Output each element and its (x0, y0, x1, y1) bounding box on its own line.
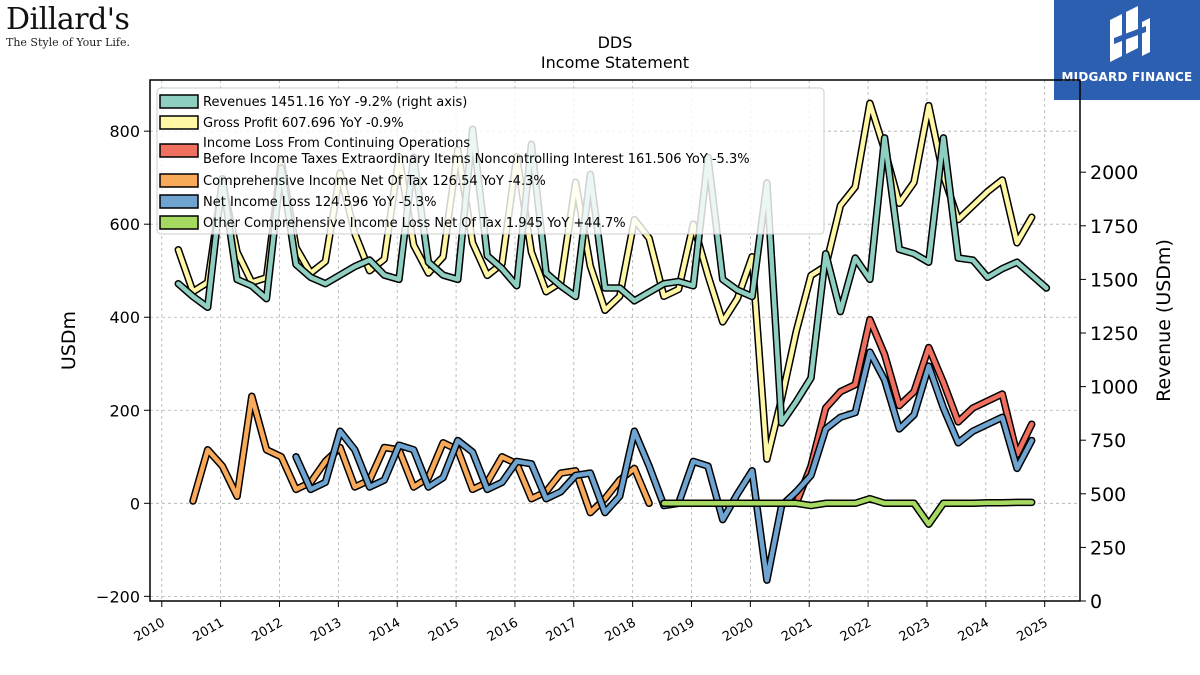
legend-label: Other Comprehensive Income Loss Net Of T… (203, 216, 626, 231)
x-tick-label: 2016 (485, 615, 521, 645)
legend-item: Income Loss From Continuing OperationsBe… (159, 136, 750, 167)
midgard-finance-logo: MIDGARD FINANCE (1054, 0, 1200, 100)
x-tick-label: 2017 (544, 615, 580, 645)
x-tick-label: 2024 (956, 615, 992, 645)
y-tick-label: 0 (130, 494, 140, 513)
x-tick-label: 2014 (367, 615, 403, 645)
x-tick-label: 2015 (426, 615, 462, 645)
y-tick-label: 200 (109, 401, 140, 420)
series-line (190, 394, 652, 515)
series-5 (660, 494, 1036, 528)
x-tick-label: 2020 (720, 615, 756, 645)
legend-swatch (159, 215, 199, 230)
legend-swatch (159, 143, 199, 158)
y-axis-label: USDm (58, 311, 80, 370)
x-tick-label: 2013 (308, 615, 344, 645)
series-2 (792, 315, 1036, 508)
y-tick-label: 800 (109, 122, 140, 141)
x-tick-label: 2021 (779, 615, 815, 645)
x-tick-label: 2012 (249, 615, 285, 645)
y-right-tick-label: 1500 (1090, 269, 1138, 291)
legend-box (156, 87, 825, 235)
dillards-logo: Dillard's The Style of Your Life. (6, 2, 146, 50)
dillards-logo-tagline: The Style of Your Life. (6, 36, 130, 49)
chart-subtitle: Income Statement (541, 53, 689, 72)
series-line-outline (189, 392, 653, 517)
legend-label: Net Income Loss 124.596 YoY -5.3% (203, 195, 436, 210)
series-layer (174, 99, 1051, 584)
x-tick-label: 2019 (661, 615, 697, 645)
series-line (661, 496, 1034, 527)
legend-swatch (159, 173, 199, 188)
legend-item: Other Comprehensive Income Loss Net Of T… (159, 215, 626, 231)
legend-swatch (159, 194, 199, 209)
plot-frame (149, 79, 1081, 602)
legend-label: Comprehensive Income Net Of Tax 126.54 Y… (203, 174, 546, 189)
legend: Revenues 1451.16 YoY -9.2% (right axis) G… (156, 87, 825, 235)
y-tick-label: 400 (109, 308, 140, 327)
legend-label: Income Loss From Continuing Operations (203, 136, 470, 151)
x-tick-label: 2023 (897, 615, 933, 645)
y-right-tick-label: 1250 (1090, 323, 1138, 345)
x-tick-label: 2010 (132, 615, 168, 645)
legend-swatch (159, 115, 199, 130)
y-right-tick-label: 2000 (1090, 162, 1138, 184)
legend-item: Gross Profit 607.696 YoY -0.9% (159, 115, 404, 131)
series-0 (174, 125, 1051, 427)
dillards-logo-name: Dillard's (6, 2, 130, 37)
y-tick-label: −200 (96, 587, 140, 606)
y-right-tick-label: 1000 (1090, 377, 1138, 399)
legend-label: Gross Profit 607.696 YoY -0.9% (203, 116, 404, 131)
x-tick-label: 2022 (838, 615, 874, 645)
legend-swatch (159, 94, 199, 109)
midgard-logo-icon (1110, 6, 1150, 62)
y-right-tick-label: 500 (1090, 484, 1126, 506)
legend-item: Revenues 1451.16 YoY -9.2% (right axis) (159, 94, 467, 110)
legend-label: Before Income Taxes Extraordinary Items … (203, 152, 750, 167)
y-tick-label: 600 (109, 215, 140, 234)
legend-item: Net Income Loss 124.596 YoY -5.3% (159, 194, 436, 210)
y-right-tick-label: 750 (1090, 430, 1126, 452)
y-right-tick-label: 250 (1090, 537, 1126, 559)
chart-title: DDS (598, 33, 633, 52)
series-line (794, 317, 1034, 506)
midgard-logo-name: MIDGARD FINANCE (1061, 70, 1193, 84)
series-line (176, 127, 1049, 426)
x-tick-label: 2018 (602, 615, 638, 645)
y-axis-right-label: Revenue (USDm) (1153, 239, 1175, 402)
y-right-tick-label: 1750 (1090, 216, 1138, 238)
y-right-tick-label: 0 (1090, 591, 1102, 613)
x-tick-label: 2025 (1015, 615, 1051, 645)
legend-label: Revenues 1451.16 YoY -9.2% (right axis) (203, 95, 467, 110)
x-tick-label: 2011 (190, 615, 226, 645)
legend-item: Comprehensive Income Net Of Tax 126.54 Y… (159, 173, 546, 189)
series-3 (189, 392, 653, 517)
